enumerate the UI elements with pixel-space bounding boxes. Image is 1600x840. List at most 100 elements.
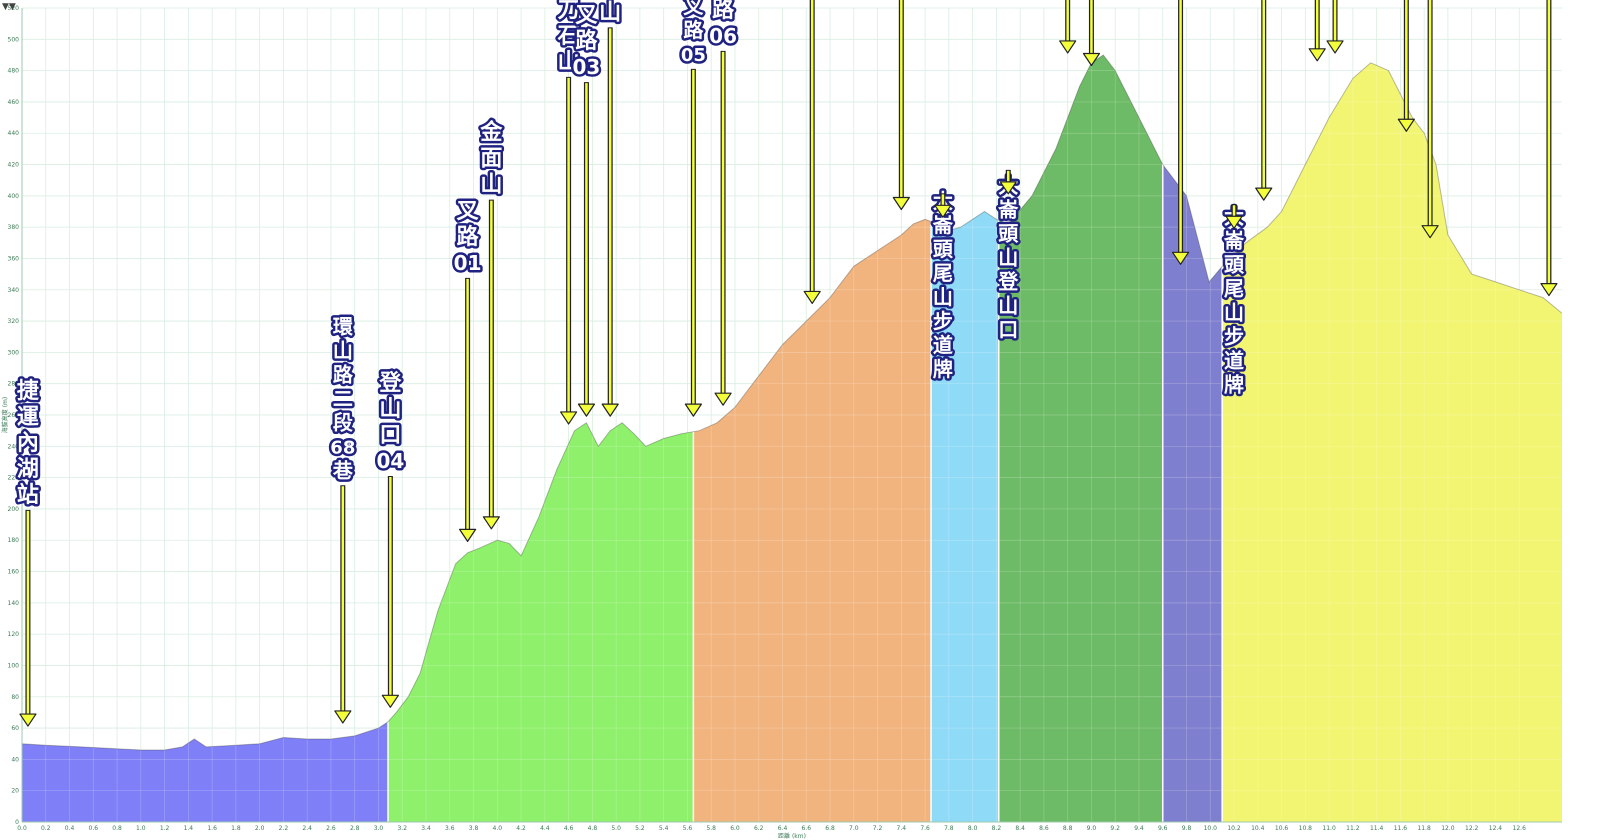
x-tick-label: 3.4 — [421, 825, 431, 832]
arrow-down-icon — [1171, 0, 1190, 265]
x-tick-label: 5.8 — [706, 825, 716, 832]
x-tick-label: 11.0 — [1322, 825, 1336, 832]
arrow-down-icon — [892, 0, 910, 211]
x-tick-label: 8.2 — [992, 825, 1002, 832]
x-tick-label: 1.4 — [184, 825, 194, 832]
arrow-down-icon — [577, 82, 596, 417]
y-tick-label: 360 — [8, 255, 20, 262]
arrow-head — [601, 403, 619, 417]
y-tick-label: 180 — [8, 537, 20, 544]
waypoint-annotation: 拓印亭 — [892, 0, 910, 211]
y-tick-label: 500 — [8, 36, 20, 43]
waypoint-annotation: 大崙頭尾山步道牌 — [1221, 202, 1248, 399]
x-tick-label: 7.6 — [920, 825, 930, 832]
x-tick-label: 5.4 — [659, 825, 669, 832]
x-tick-label: 0.2 — [41, 825, 51, 832]
y-tick-label: 480 — [8, 68, 20, 75]
arrow-head — [892, 196, 910, 211]
waypoint-annotation: 登山口 04 — [374, 369, 407, 708]
waypoint-annotation: 大崙頭山 — [1059, 0, 1077, 54]
arrow-head — [684, 403, 702, 417]
arrow-down-icon — [1421, 0, 1439, 239]
x-tick-label: 1.0 — [136, 825, 146, 832]
y-tick-label: 120 — [8, 631, 20, 638]
x-tick-label: 12.6 — [1513, 825, 1527, 832]
x-tick-label: 9.4 — [1134, 825, 1144, 832]
waypoint-annotation: 大崙頭山登山口 — [995, 169, 1022, 344]
x-tick-label: 9.6 — [1158, 825, 1168, 832]
x-tick-label: 2.0 — [255, 825, 265, 832]
x-tick-label: 0.6 — [89, 825, 99, 832]
arrow-down-icon — [459, 277, 477, 542]
waypoint-annotation: 剪刀石山 — [554, 0, 582, 425]
arrow-head — [19, 713, 37, 727]
x-tick-label: 6.4 — [778, 825, 788, 832]
x-tick-label: 0.4 — [65, 825, 75, 832]
arrow-head — [1421, 225, 1439, 239]
axes: 0.0 0.2 0.4 0.6 0.8 1.0 1.2 1.4 1.6 1.8 2.0 2.2 2.4 2… — [1, 5, 1562, 840]
x-tick-label: 5.6 — [683, 825, 693, 832]
x-tick-label: 7.4 — [897, 825, 907, 832]
arrow-down-icon — [714, 50, 732, 406]
arrow-down-icon — [1082, 0, 1101, 67]
y-tick-label: 460 — [8, 99, 20, 106]
x-tick-label: 2.6 — [326, 825, 336, 832]
x-tick-label: 10.8 — [1299, 825, 1313, 832]
y-tick-label: 160 — [8, 569, 20, 576]
y-tick-label: 200 — [8, 506, 20, 513]
waypoint-label: 叉路 01 — [454, 199, 482, 275]
arrow-head — [1326, 40, 1344, 54]
y-tick-label: 100 — [8, 662, 20, 669]
arrow-head — [714, 392, 732, 406]
arrow-down-icon — [803, 0, 821, 305]
waypoint-annotation: 叉路 03 — [570, 1, 603, 417]
waypoint-label: 環山路二段 68 巷 — [330, 314, 355, 482]
x-tick-label: 8.8 — [1063, 825, 1073, 832]
x-tick-label: 12.0 — [1441, 825, 1455, 832]
x-tick-label: 1.2 — [160, 825, 170, 832]
arrow-head — [1540, 282, 1558, 297]
waypoint-annotation: 叉路13 — [1308, 0, 1326, 62]
x-tick-label: 2.8 — [350, 825, 360, 832]
arrow-head — [381, 694, 399, 708]
arrow-head — [1059, 40, 1077, 54]
x-tick-label: 2.4 — [302, 825, 312, 832]
x-tick-label: 8.6 — [1039, 825, 1049, 832]
waypoint-label: 登山口 04 — [376, 371, 404, 473]
y-tick-label: 300 — [8, 349, 20, 356]
x-tick-label: 4.0 — [493, 825, 503, 832]
waypoint-label: 大崙頭尾山步道牌 — [1223, 205, 1245, 397]
arrow-head — [334, 710, 352, 724]
collapse-icon[interactable]: ▼▼ — [2, 2, 16, 12]
x-tick-label: 0.8 — [112, 825, 122, 832]
waypoint-annotation: 環山路二段 68 巷 — [328, 312, 358, 724]
arrow-head — [1397, 118, 1415, 132]
x-axis-title: 距離 (km) — [778, 832, 806, 840]
y-tick-label: 140 — [8, 600, 20, 607]
x-tick-label: 3.2 — [397, 825, 407, 832]
arrow-down-icon — [1540, 0, 1558, 297]
arrow-down-icon — [1255, 0, 1273, 201]
y-tick-label: 260 — [8, 412, 20, 419]
waypoint-label: 論劍山 — [598, 0, 622, 25]
x-tick-label: 12.4 — [1489, 825, 1503, 832]
x-tick-label: 3.6 — [445, 825, 455, 832]
waypoint-annotation: 叉路06 — [707, 0, 740, 406]
waypoint-annotation: 叉路16 — [1421, 0, 1439, 239]
x-tick-label: 3.0 — [374, 825, 384, 832]
x-tick-label: 12.2 — [1465, 825, 1479, 832]
x-tick-label: 7.2 — [873, 825, 883, 832]
x-tick-label: 7.0 — [849, 825, 859, 832]
x-tick-label: 11.8 — [1417, 825, 1431, 832]
x-tick-label: 5.0 — [611, 825, 621, 832]
profile-outline — [21, 54, 1563, 751]
x-tick-label: 5.2 — [635, 825, 645, 832]
waypoint-annotation: 叉路11 — [1082, 0, 1101, 67]
arrow-head — [803, 290, 821, 305]
x-tick-label: 0.0 — [17, 825, 27, 832]
waypoint-annotation: 叉路 01 — [451, 196, 484, 542]
arrow-head — [934, 204, 952, 218]
x-tick-label: 4.2 — [516, 825, 526, 832]
